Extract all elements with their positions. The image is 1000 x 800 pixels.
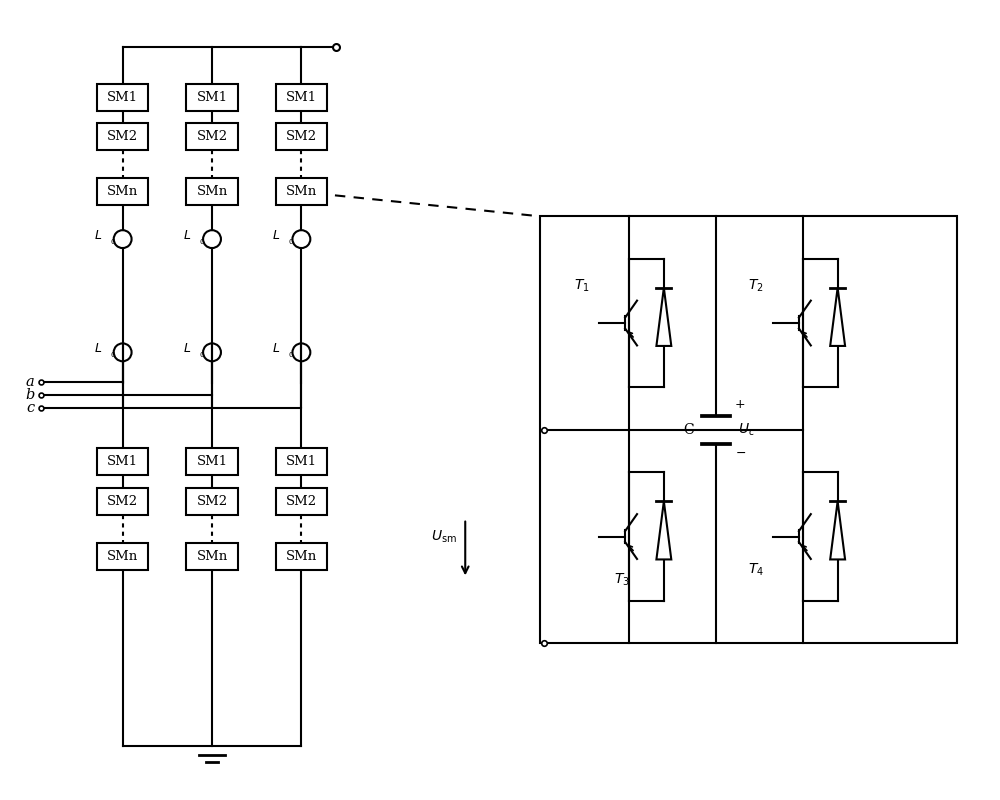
Text: $L$: $L$ [183,342,191,355]
Text: $_0$: $_0$ [288,237,295,247]
Text: c: c [26,401,34,415]
Text: $-$: $-$ [735,446,746,458]
FancyBboxPatch shape [186,488,238,514]
Text: $L$: $L$ [94,229,102,242]
Text: SM2: SM2 [107,494,138,508]
Text: +: + [735,398,745,411]
FancyBboxPatch shape [186,84,238,110]
Text: $L$: $L$ [272,229,281,242]
Text: $L$: $L$ [183,229,191,242]
Text: SM2: SM2 [286,130,317,143]
FancyBboxPatch shape [97,448,148,475]
Text: SMn: SMn [196,185,228,198]
Text: $L$: $L$ [272,342,281,355]
Polygon shape [830,288,845,346]
Text: SMn: SMn [196,550,228,563]
Text: b: b [25,388,34,402]
Text: SM1: SM1 [196,455,228,468]
Text: SM1: SM1 [107,455,138,468]
Text: $U_c$: $U_c$ [738,422,755,438]
Text: $T_3$: $T_3$ [614,572,630,589]
Text: C: C [684,422,694,437]
Text: SM1: SM1 [196,90,228,104]
Text: $L$: $L$ [94,342,102,355]
Text: SMn: SMn [107,550,138,563]
Text: $_0$: $_0$ [199,350,205,360]
FancyBboxPatch shape [97,84,148,110]
Text: $T_1$: $T_1$ [574,277,590,294]
FancyBboxPatch shape [276,84,327,110]
FancyBboxPatch shape [97,123,148,150]
Text: SMn: SMn [286,185,317,198]
Text: SMn: SMn [107,185,138,198]
Text: $T_2$: $T_2$ [748,277,764,294]
Polygon shape [830,502,845,559]
Text: $U_{\mathrm{sm}}$: $U_{\mathrm{sm}}$ [431,528,457,545]
FancyBboxPatch shape [276,543,327,570]
Text: SM2: SM2 [196,130,228,143]
FancyBboxPatch shape [276,448,327,475]
Text: $_0$: $_0$ [110,237,116,247]
Text: $_0$: $_0$ [110,350,116,360]
Polygon shape [656,502,671,559]
FancyBboxPatch shape [276,178,327,205]
FancyBboxPatch shape [186,123,238,150]
FancyBboxPatch shape [540,216,957,643]
Polygon shape [656,288,671,346]
Text: SM1: SM1 [107,90,138,104]
Text: $T_4$: $T_4$ [748,561,764,578]
Text: SMn: SMn [286,550,317,563]
FancyBboxPatch shape [97,178,148,205]
FancyBboxPatch shape [276,123,327,150]
Text: a: a [26,375,34,389]
FancyBboxPatch shape [186,448,238,475]
Text: SM2: SM2 [107,130,138,143]
FancyBboxPatch shape [186,543,238,570]
FancyBboxPatch shape [97,488,148,514]
Text: SM2: SM2 [286,494,317,508]
Text: SM1: SM1 [286,455,317,468]
Text: $_0$: $_0$ [288,350,295,360]
Text: SM2: SM2 [196,494,228,508]
Text: $_0$: $_0$ [199,237,205,247]
FancyBboxPatch shape [97,543,148,570]
Text: SM1: SM1 [286,90,317,104]
FancyBboxPatch shape [276,488,327,514]
FancyBboxPatch shape [186,178,238,205]
